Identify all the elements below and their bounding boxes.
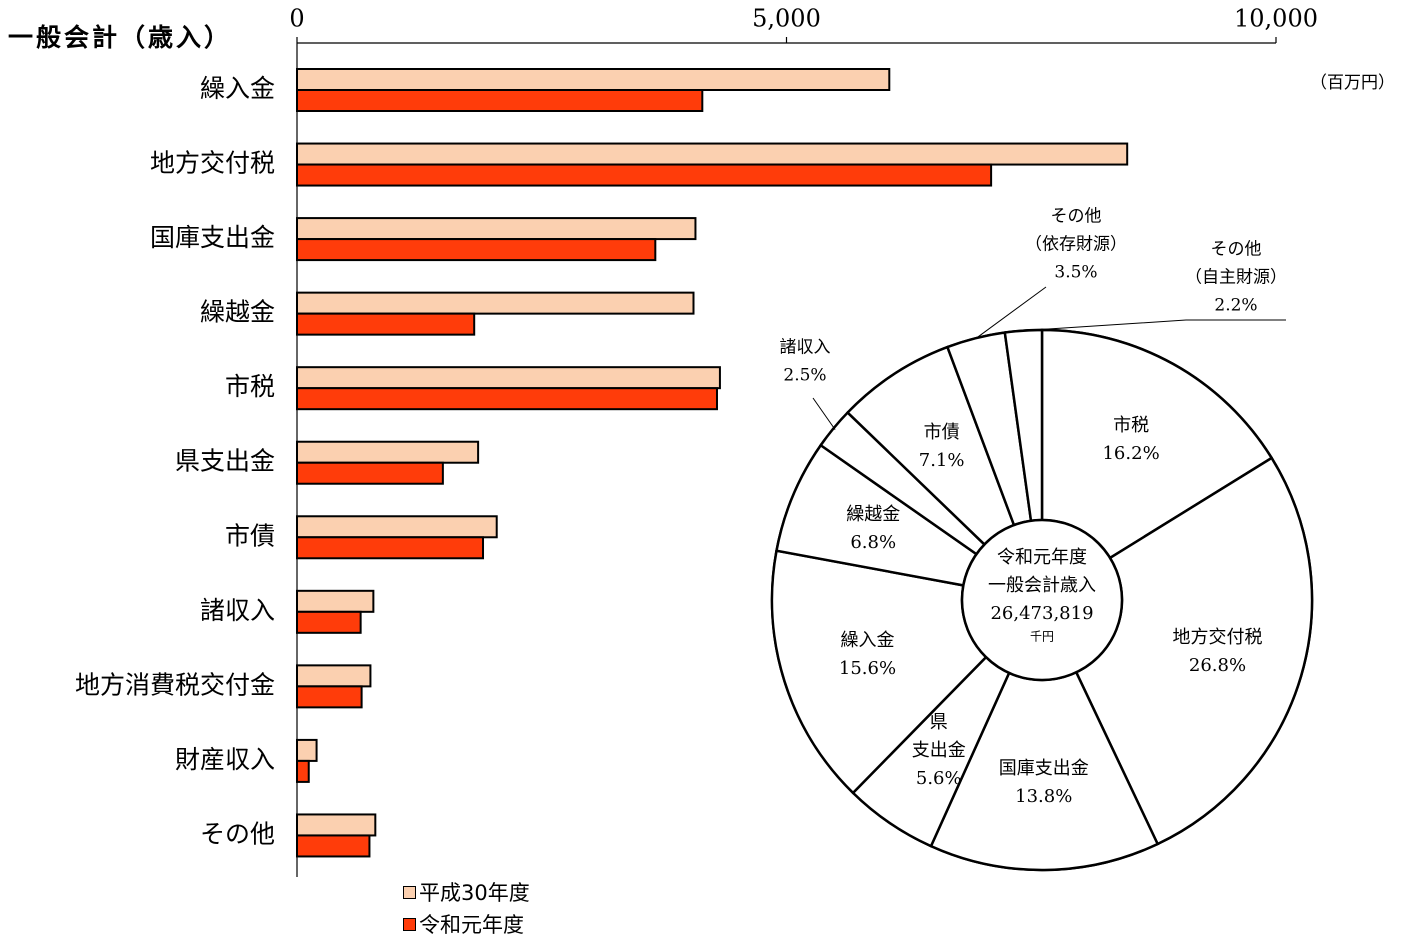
slice-label: 7.1% (919, 450, 965, 471)
legend-label-curr-year: 令和元年度 (419, 913, 524, 937)
callout-leader-line (1023, 319, 1286, 332)
donut-inner-ring (960, 518, 1124, 682)
slice-callout-label: （自主財源） (1185, 268, 1287, 288)
callout-leader-line (975, 286, 1047, 339)
category-label: 繰越金 (200, 298, 275, 327)
bar-prev-year (296, 440, 480, 464)
bar-curr-year (296, 461, 444, 485)
category-label: その他 (200, 819, 275, 848)
category-label: 地方交付税 (150, 149, 275, 178)
bar-prev-year (296, 664, 372, 688)
slice-callout-label: 2.5% (783, 366, 826, 386)
slice-callout-label: 3.5% (1054, 263, 1097, 283)
x-tick-label: 5,000 (752, 5, 821, 33)
bar-prev-year (296, 813, 377, 837)
legend-item-curr-year: 令和元年度 (403, 908, 530, 940)
slice-label: 市債 (924, 422, 960, 443)
category-label: 県支出金 (175, 447, 275, 476)
x-tick-label: 10,000 (1234, 5, 1318, 33)
slice-label: 国庫支出金 (999, 758, 1089, 779)
bar-prev-year (296, 142, 1129, 166)
slice-callout-label: その他 (1211, 240, 1262, 260)
slice-callout-label: その他 (1051, 207, 1102, 227)
bar-curr-year (296, 387, 718, 411)
donut-chart: 市税 16.2% 地方交付税 26.8% 国庫支出金 13.8% 県支出金 5.6% 繰入金 15… (770, 207, 1314, 872)
bar-curr-year (296, 759, 310, 783)
slice-label: 6.8% (850, 532, 896, 553)
category-label: 諸収入 (200, 596, 275, 625)
bar-prev-year (296, 217, 697, 241)
category-label: 国庫支出金 (150, 223, 275, 252)
slice-label: 地方交付税 (1173, 627, 1263, 648)
legend-label-prev-year: 平成30年度 (419, 881, 530, 905)
slice-callout-label: （依存財源） (1025, 235, 1127, 255)
slice-label: 15.6% (839, 658, 896, 679)
bar-curr-year (296, 238, 657, 262)
slice-label: 県 (930, 712, 948, 733)
slice-label: 13.8% (1015, 786, 1072, 807)
bar-curr-year (296, 89, 704, 112)
category-label: 市債 (225, 521, 275, 550)
slice-label: 5.6% (916, 768, 962, 789)
bar-prev-year (296, 589, 375, 613)
chart-title: 一般会計（歳入） (8, 23, 233, 52)
slice-label: 16.2% (1102, 443, 1159, 464)
bar-curr-year (296, 834, 371, 858)
category-label: 地方消費税交付金 (75, 670, 275, 699)
callout-leader-line (812, 397, 836, 430)
category-label: 繰入金 (200, 74, 275, 103)
bar-curr-year (296, 610, 362, 634)
slice-label: 26.8% (1189, 655, 1246, 676)
bar-prev-year (296, 738, 318, 762)
category-label: 市税 (225, 372, 275, 401)
slice-label: 繰越金 (846, 504, 900, 525)
slice-label: 繰入金 (841, 630, 895, 651)
x-tick-label: 0 (289, 5, 304, 33)
donut-center-unit: 千円 (1030, 630, 1054, 644)
bar-curr-year (296, 163, 993, 187)
slice-label: 市税 (1113, 415, 1149, 436)
bar-curr-year (296, 685, 363, 709)
bar-prev-year (296, 291, 695, 315)
category-label: 財産収入 (175, 745, 275, 774)
unit-label: （百万円） (1310, 73, 1395, 93)
bar-curr-year (296, 312, 476, 336)
bar-prev-year (296, 68, 891, 91)
bar-prev-year (296, 366, 721, 390)
bar-chart: 0 5,000 10,000繰入金地方交付税国庫支出金繰越金市税県支出金市債諸収入地… (75, 5, 1318, 877)
legend-swatch-curr-year (403, 917, 416, 931)
slice-callout-label: 諸収入 (780, 338, 831, 358)
donut-center-label: 一般会計歳入 (988, 575, 1096, 596)
donut-center-total: 26,473,819 (990, 603, 1093, 624)
slice-label: 支出金 (912, 740, 966, 761)
donut-center-label: 令和元年度 (997, 547, 1087, 568)
legend: 平成30年度 令和元年度 (403, 876, 530, 940)
legend-swatch-prev-year (403, 885, 416, 899)
legend-item-prev-year: 平成30年度 (403, 876, 530, 908)
bar-curr-year (296, 536, 485, 560)
slice-callout-label: 2.2% (1214, 296, 1257, 316)
bar-prev-year (296, 515, 498, 539)
